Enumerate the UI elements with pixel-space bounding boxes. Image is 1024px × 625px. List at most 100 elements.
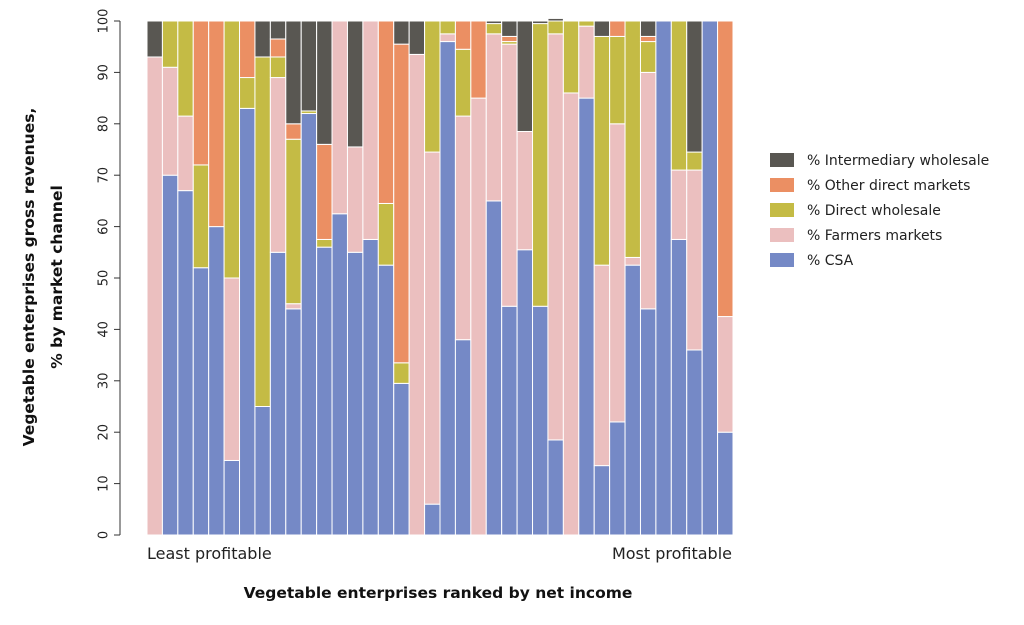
bar-segment-direct-33 xyxy=(639,41,657,73)
bar-segment-csa-38 xyxy=(717,431,734,536)
bar-segment-farmers-20 xyxy=(439,33,456,43)
bar-segment-other-12 xyxy=(316,143,333,240)
bar-segment-csa-25 xyxy=(516,249,534,536)
bar-segment-direct-6 xyxy=(223,20,241,279)
bar-segment-farmers-28 xyxy=(562,92,580,536)
bar-segment-direct-9 xyxy=(269,56,287,79)
bar-segment-intermediary-33 xyxy=(639,20,657,37)
bar-segment-intermediary-14 xyxy=(346,20,364,148)
bar-segment-direct-8 xyxy=(254,56,271,407)
bar-segment-csa-35 xyxy=(670,238,688,536)
bar-segment-direct-17 xyxy=(393,362,410,384)
bar-segment-csa-33 xyxy=(639,308,657,536)
bar-segment-other-4 xyxy=(192,20,210,166)
bar-segment-csa-26 xyxy=(532,305,549,536)
bar-segment-csa-27 xyxy=(547,439,564,536)
bar-segment-csa-31 xyxy=(609,421,626,536)
bar-segment-csa-13 xyxy=(331,213,348,536)
legend-swatch-direct xyxy=(770,203,794,217)
bar-segment-farmers-15 xyxy=(362,20,379,240)
bar-segment-csa-36 xyxy=(686,349,703,536)
bar-segment-csa-37 xyxy=(701,20,719,536)
bar-segment-farmers-9 xyxy=(269,77,287,253)
bar-segment-csa-7 xyxy=(239,107,256,536)
bar-segment-other-24 xyxy=(501,35,518,43)
bar-segment-csa-34 xyxy=(655,20,672,536)
y-tick-label-20: 20 xyxy=(97,424,112,441)
legend-label-csa: % CSA xyxy=(807,253,854,269)
x-end-label: Most profitable xyxy=(612,544,732,563)
y-tick-label-50: 50 xyxy=(97,270,112,287)
legend-label-direct: % Direct wholesale xyxy=(807,203,941,219)
bar-segment-farmers-29 xyxy=(578,25,595,99)
bar-segment-direct-29 xyxy=(578,20,595,27)
y-axis-title: Vegetable enterprises gross revenues, % … xyxy=(20,108,66,447)
bar-segment-direct-7 xyxy=(239,77,256,109)
bar-segment-direct-32 xyxy=(624,20,641,258)
bar-segment-csa-20 xyxy=(439,41,456,536)
bar-segment-farmers-36 xyxy=(686,169,703,351)
bar-segment-intermediary-36 xyxy=(686,20,703,153)
y-tick-label-80: 80 xyxy=(97,116,112,133)
bar-segment-direct-12 xyxy=(316,238,333,248)
bar-segment-csa-16 xyxy=(377,264,395,536)
bar-segment-other-7 xyxy=(239,20,256,79)
bar-segment-intermediary-17 xyxy=(393,20,410,45)
y-tick-label-60: 60 xyxy=(97,218,112,235)
bar-segment-farmers-10 xyxy=(285,303,302,310)
bar-segment-csa-19 xyxy=(424,503,441,536)
bar-segment-direct-36 xyxy=(686,151,703,171)
bar-segment-direct-19 xyxy=(424,20,441,153)
bar-segment-csa-30 xyxy=(593,465,611,536)
bar-segment-intermediary-10 xyxy=(285,20,302,125)
bar-segment-csa-2 xyxy=(161,174,179,536)
legend-label-other: % Other direct markets xyxy=(807,178,970,194)
bar-segment-direct-27 xyxy=(547,20,564,35)
bar-segment-farmers-27 xyxy=(547,33,564,441)
bar-segment-direct-30 xyxy=(593,35,611,266)
bar-segment-other-10 xyxy=(285,123,302,140)
bar-segment-csa-15 xyxy=(362,238,379,536)
bar-segment-intermediary-26 xyxy=(532,20,549,25)
y-tick-label-30: 30 xyxy=(97,373,112,390)
legend-label-farmers: % Farmers markets xyxy=(807,228,942,244)
y-tick-label-40: 40 xyxy=(97,321,112,338)
bar-segment-direct-16 xyxy=(377,202,395,266)
bar-segment-csa-9 xyxy=(269,251,287,536)
y-tick-label-90: 90 xyxy=(97,64,112,81)
bar-segment-csa-12 xyxy=(316,246,333,536)
bar-segment-csa-21 xyxy=(454,339,472,536)
bar-segment-farmers-2 xyxy=(161,66,179,176)
bar-segment-farmers-30 xyxy=(593,264,611,467)
bar-segment-intermediary-24 xyxy=(501,20,518,37)
bar-segment-csa-10 xyxy=(285,308,302,536)
bar-segment-intermediary-23 xyxy=(485,20,503,25)
bar-segment-csa-17 xyxy=(393,382,410,536)
bar-segment-direct-2 xyxy=(161,20,179,68)
bar-segment-other-17 xyxy=(393,43,410,364)
bar-segment-csa-14 xyxy=(346,251,364,536)
legend-swatch-intermediary xyxy=(770,153,794,167)
bar-segment-direct-4 xyxy=(192,164,210,269)
bar-segment-csa-29 xyxy=(578,97,595,536)
bar-segment-farmers-24 xyxy=(501,43,518,307)
bar-segment-farmers-33 xyxy=(639,71,657,310)
y-tick-label-0: 0 xyxy=(97,531,112,539)
bar-segment-farmers-13 xyxy=(331,20,348,215)
bar-segment-csa-8 xyxy=(254,406,271,536)
bar-segment-intermediary-9 xyxy=(269,20,287,40)
bar-segment-intermediary-25 xyxy=(516,20,534,133)
bar-segment-other-38 xyxy=(717,20,734,318)
bar-segment-farmers-25 xyxy=(516,131,534,251)
bar-segment-csa-32 xyxy=(624,264,641,536)
bar-segment-other-33 xyxy=(639,35,657,43)
bar-segment-intermediary-18 xyxy=(408,20,426,55)
bar-segment-direct-3 xyxy=(177,20,194,117)
bar-segment-direct-31 xyxy=(609,35,626,125)
bar-segment-direct-10 xyxy=(285,138,302,305)
bar-segment-intermediary-30 xyxy=(593,20,611,37)
bar-segment-intermediary-27 xyxy=(547,17,564,22)
x-axis-title: Vegetable enterprises ranked by net inco… xyxy=(244,584,633,602)
legend: % Intermediary wholesale % Other direct m… xyxy=(770,153,989,269)
bar-segment-other-16 xyxy=(377,20,395,204)
